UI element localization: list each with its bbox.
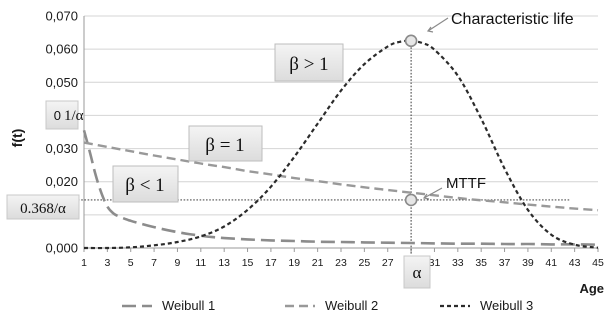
x-tick-label: 11 bbox=[195, 257, 206, 269]
svg-text:0: 0 bbox=[54, 108, 61, 123]
x-tick-label: 3 bbox=[104, 257, 110, 269]
y-tick-label: 0,050 bbox=[45, 75, 78, 90]
mttf-arrow bbox=[422, 187, 443, 200]
x-tick-label: 33 bbox=[452, 257, 464, 269]
x-tick-label: 17 bbox=[265, 257, 277, 269]
y-tick-label: 0,020 bbox=[45, 174, 78, 189]
x-tick-label: 15 bbox=[242, 257, 254, 269]
inverse-alpha-label: 0 1/α bbox=[45, 100, 84, 130]
x-tick-label: 45 bbox=[592, 257, 604, 269]
legend-label: Weibull 2 bbox=[325, 298, 378, 313]
series-line-weibull-1 bbox=[82, 129, 599, 246]
x-tick-label: 23 bbox=[335, 257, 347, 269]
x-tick-label: 37 bbox=[499, 257, 511, 269]
characteristic-life-arrow bbox=[426, 17, 449, 33]
mttf-marker bbox=[404, 193, 418, 207]
y-tick-label: 0,070 bbox=[45, 9, 78, 24]
x-tick-label: 43 bbox=[569, 257, 581, 269]
x-tick-label: 35 bbox=[475, 257, 487, 269]
x-tick-label: 31 bbox=[429, 257, 441, 269]
x-tick-label: 39 bbox=[522, 257, 534, 269]
beta-greater-label: β > 1 bbox=[274, 43, 344, 82]
svg-text:α: α bbox=[413, 263, 422, 282]
svg-text:β = 1: β = 1 bbox=[205, 135, 244, 156]
x-tick-label: 5 bbox=[128, 257, 134, 269]
x-axis-ticks: 1357911131517192123252729313335373941434… bbox=[81, 248, 604, 269]
svg-text:1/α: 1/α bbox=[64, 108, 84, 124]
y-tick-label: 0,030 bbox=[45, 141, 78, 156]
x-axis-title: Age bbox=[579, 281, 604, 296]
series-line-weibull-3 bbox=[83, 39, 599, 250]
x-tick-label: 19 bbox=[288, 257, 300, 269]
series-line-weibull-2 bbox=[83, 141, 599, 212]
series-lines bbox=[82, 39, 599, 250]
x-tick-label: 7 bbox=[151, 257, 157, 269]
y-tick-label: 0,000 bbox=[45, 241, 78, 256]
svg-text:β > 1: β > 1 bbox=[289, 54, 328, 75]
legend-label: Weibull 1 bbox=[162, 298, 215, 313]
characteristic-life-label: Characteristic life bbox=[451, 11, 574, 28]
x-tick-label: 21 bbox=[312, 257, 324, 269]
mttf-label: MTTF bbox=[446, 175, 486, 192]
annotation-markers bbox=[404, 34, 418, 207]
x-tick-label: 25 bbox=[359, 257, 371, 269]
beta-equal-label: β = 1 bbox=[188, 125, 263, 162]
y-tick-label: 0,060 bbox=[45, 42, 78, 57]
x-tick-label: 1 bbox=[81, 257, 87, 269]
x-tick-label: 41 bbox=[545, 257, 557, 269]
beta-less-label: β < 1 bbox=[112, 165, 179, 203]
characteristic-life-marker bbox=[404, 34, 418, 48]
alpha-label: α bbox=[403, 255, 431, 289]
legend: Weibull 1 Weibull 2 Weibull 3 bbox=[122, 298, 533, 313]
y-axis-ticks: 0,000 0,020 0,030 0,050 0,060 0,070 bbox=[45, 9, 78, 256]
legend-label: Weibull 3 bbox=[480, 298, 533, 313]
reference-value-label: 0.368/α bbox=[6, 194, 80, 220]
x-tick-label: 27 bbox=[382, 257, 394, 269]
x-tick-label: 9 bbox=[175, 257, 181, 269]
svg-text:β < 1: β < 1 bbox=[125, 175, 164, 196]
x-tick-label: 13 bbox=[218, 257, 230, 269]
svg-text:0.368/α: 0.368/α bbox=[20, 201, 66, 217]
y-axis-title: f(t) bbox=[9, 129, 25, 148]
